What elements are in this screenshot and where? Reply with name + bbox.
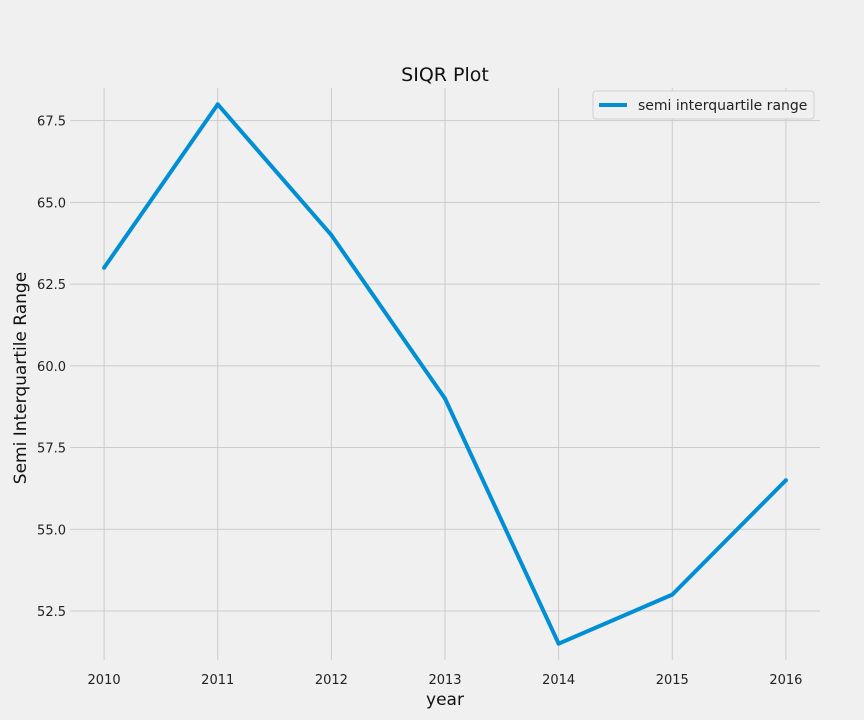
data-point <box>783 478 788 483</box>
legend-label: semi interquartile range <box>638 98 807 114</box>
x-tick-label: 2015 <box>656 673 689 688</box>
x-tick-label: 2011 <box>201 673 234 688</box>
chart-title: SIQR Plot <box>401 64 489 86</box>
x-tick-label: 2010 <box>88 673 121 688</box>
series-layer <box>102 102 788 646</box>
y-tick-label: 52.5 <box>37 605 66 620</box>
x-axis-label: year <box>426 690 464 710</box>
y-gridlines <box>70 120 820 612</box>
legend: semi interquartile range <box>592 90 815 120</box>
x-tick-labels: 2010 2011 2012 2013 2014 2015 2016 <box>88 673 803 688</box>
data-point <box>102 265 107 270</box>
y-tick-labels: 52.5 55.0 57.5 60.0 62.5 65.0 67.5 <box>37 115 66 620</box>
y-tick-label: 60.0 <box>37 360 66 375</box>
x-tick-label: 2016 <box>769 673 802 688</box>
data-point <box>443 396 447 401</box>
data-point <box>670 592 675 597</box>
x-tick-label: 2013 <box>428 673 461 688</box>
y-tick-label: 62.5 <box>37 278 66 293</box>
data-point <box>215 102 220 107</box>
y-tick-label: 55.0 <box>37 523 66 538</box>
y-tick-label: 65.0 <box>37 196 66 211</box>
data-point <box>556 641 561 646</box>
x-gridlines <box>103 88 787 660</box>
x-tick-label: 2012 <box>315 673 348 688</box>
legend-box <box>592 90 815 120</box>
y-tick-label: 67.5 <box>37 115 66 130</box>
y-tick-label: 57.5 <box>37 442 66 457</box>
y-axis-label: Semi Interquartile Range <box>11 272 31 484</box>
x-tick-label: 2014 <box>542 673 575 688</box>
data-point <box>329 233 334 238</box>
